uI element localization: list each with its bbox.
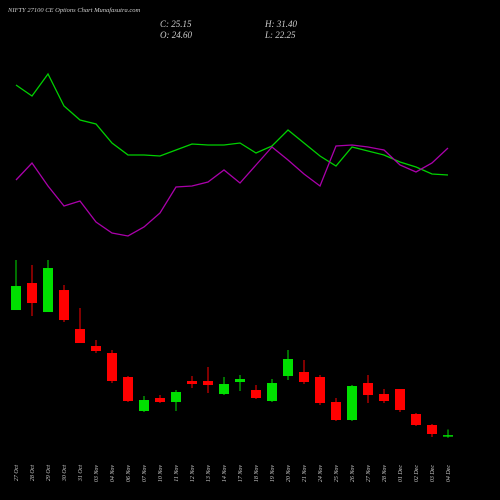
candle-body [235,379,245,383]
candle-body [315,377,325,404]
candle-body [283,359,293,377]
x-tick-label: 29 Oct [46,465,52,481]
x-tick-label: 10 Nov [158,465,164,483]
x-tick-label: 24 Nov [317,465,324,483]
x-tick-label: 26 Nov [350,465,356,483]
candle-body [443,435,453,437]
x-tick-label: 04 Nov [109,465,116,483]
x-tick-label: 19 Nov [270,465,276,483]
candle-body [379,394,389,402]
indicator-line [15,72,449,176]
x-tick-label: 02 Dec [414,465,420,482]
x-tick-label: 28 Oct [30,465,36,481]
x-tick-label: 18 Nov [254,465,260,483]
candle-body [203,381,213,386]
x-tick-label: 28 Nov [382,465,388,483]
candle-body [171,392,181,403]
candle-body [347,386,357,421]
x-tick-label: 03 Dec [430,465,436,482]
x-tick-label: 12 Nov [190,465,196,483]
x-tick-label: 14 Nov [221,465,228,483]
candle-body [139,400,149,412]
x-tick-label: 21 Nov [302,465,308,483]
candle-body [363,383,373,396]
candle-body [59,290,69,321]
high-label: H: 31.40 [264,19,297,29]
candle-body [411,414,421,426]
open-label: O: 24.60 [160,30,192,40]
x-tick-label: 06 Nov [126,465,132,483]
candle-body [187,381,197,385]
low-label: L: 22.25 [264,30,296,40]
x-tick-label: 31 Oct [78,465,84,482]
candle-body [267,383,277,402]
candle-body [155,398,165,403]
candle-body [75,329,85,344]
candle-body [123,377,133,402]
x-tick-label: 25 Nov [334,465,340,483]
candle-body [331,402,341,421]
candle-body [27,283,37,304]
indicator-line [15,144,449,237]
x-tick-label: 07 Nov [142,465,148,483]
x-tick-label: 30 Oct [62,465,68,482]
x-tick-label: 20 Nov [286,465,292,483]
candle-body [91,346,101,352]
x-tick-label: 13 Nov [206,465,212,483]
close-label: C: 25.15 [160,19,192,29]
x-tick-label: 11 Nov [174,465,180,482]
x-tick-label: 01 Dec [398,465,404,482]
candle-body [43,268,53,313]
candle-body [107,353,117,382]
candle-body [11,286,21,311]
candle-body [427,425,437,435]
candle-body [219,384,229,395]
x-tick-label: 03 Nov [94,465,100,483]
x-tick-label: 04 Dec [445,465,452,482]
x-tick-label: 27 Oct [14,465,20,481]
x-tick-label: 17 Nov [238,465,244,483]
candle-body [299,372,309,383]
candle-body [251,390,261,399]
x-tick-label: 27 Nov [366,465,372,483]
chart-title: NIFTY 27100 CE Options Chart Munafasutra… [7,7,140,14]
candle-body [395,389,405,411]
